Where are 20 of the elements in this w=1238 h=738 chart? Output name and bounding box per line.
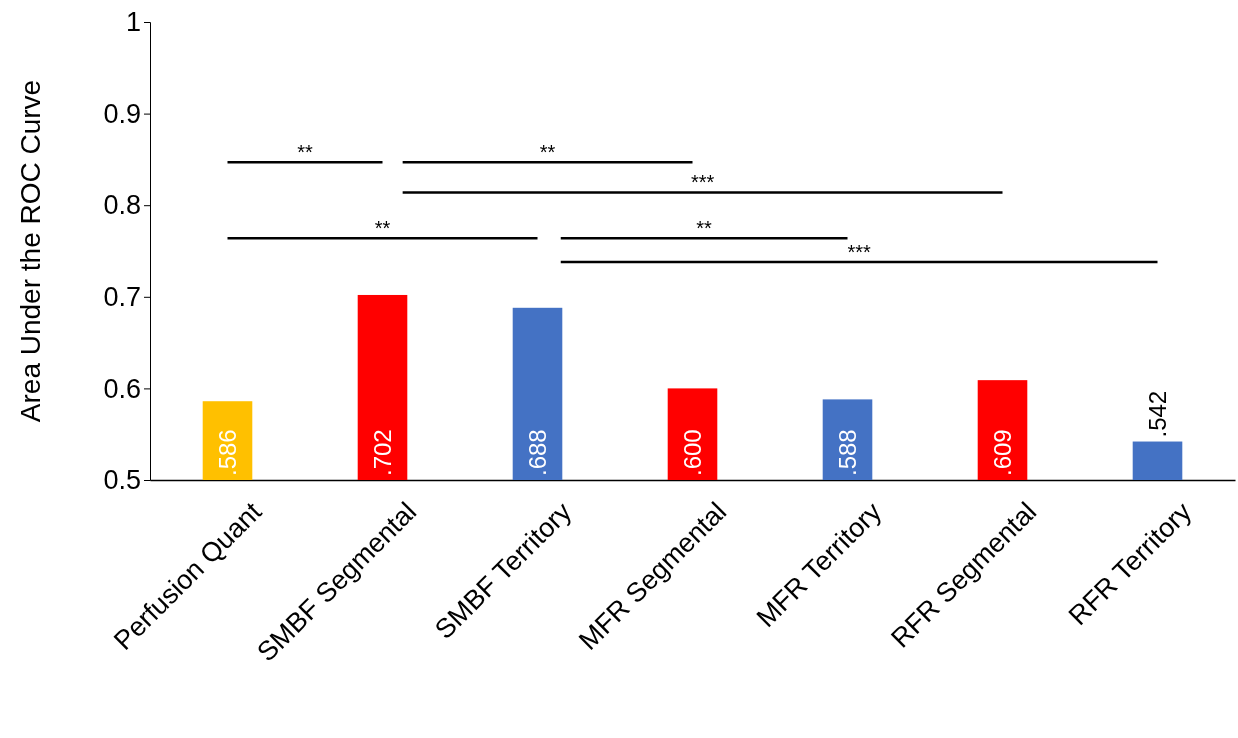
annotation: *** <box>847 240 872 263</box>
y-tick-label: 1 <box>125 7 141 38</box>
y-tick-label: 0.8 <box>103 190 141 221</box>
y-tick-label: 0.6 <box>103 373 141 404</box>
y-tick-label: 0.7 <box>103 281 141 312</box>
annotation: ** <box>539 141 556 164</box>
y-axis-title: Area Under the ROC Curve <box>15 79 46 423</box>
data-label: .542 <box>1143 390 1171 438</box>
data-label: .600 <box>678 429 706 476</box>
data-label: .609 <box>988 429 1016 476</box>
annotation: ** <box>374 217 391 240</box>
annotation: ** <box>696 217 713 240</box>
y-tick-label: 0.5 <box>103 465 141 496</box>
y-tick-label: 0.9 <box>103 98 141 129</box>
data-label: .702 <box>368 429 396 476</box>
data-label: .588 <box>833 429 861 476</box>
annotation: ** <box>297 141 313 164</box>
data-label: .688 <box>523 429 551 476</box>
annotation: *** <box>690 171 715 194</box>
data-label: .586 <box>213 429 241 476</box>
